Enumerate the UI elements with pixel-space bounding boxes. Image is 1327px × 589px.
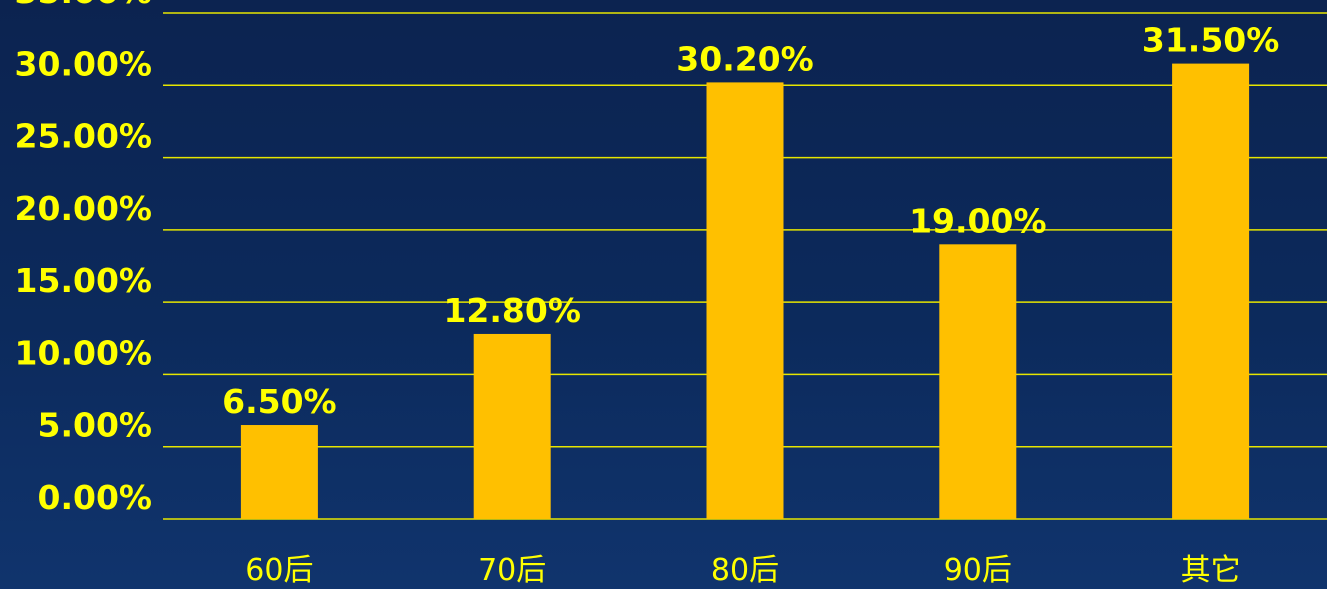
bar xyxy=(706,82,784,519)
x-axis-category-labels: 60后 70后 80后 90后 其它 xyxy=(245,553,1240,588)
bar xyxy=(1172,63,1250,519)
y-tick-label: 15.00% xyxy=(15,261,152,300)
value-label: 19.00% xyxy=(909,201,1046,240)
y-axis-tick-labels: 0.00% 5.00% 10.00% 15.00% 20.00% 25.00% 30.00%… xyxy=(15,0,152,517)
value-label: 31.50% xyxy=(1142,21,1279,60)
y-tick-label: 0.00% xyxy=(38,478,153,517)
bars xyxy=(240,63,1250,520)
value-labels: 6.50% 12.80% 30.20% 19.00% 31.50% xyxy=(222,21,1279,421)
y-tick-label: 10.00% xyxy=(15,333,152,372)
category-label: 80后 xyxy=(711,553,779,588)
category-label: 60后 xyxy=(245,553,313,588)
value-label: 6.50% xyxy=(222,382,337,421)
y-tick-label: 25.00% xyxy=(15,117,152,156)
value-label: 30.20% xyxy=(676,39,813,78)
category-label: 70后 xyxy=(478,553,546,588)
category-label: 其它 xyxy=(1181,553,1241,588)
value-label: 12.80% xyxy=(443,291,580,330)
y-tick-label: 30.00% xyxy=(15,44,152,83)
bar xyxy=(473,333,551,519)
y-tick-label: 5.00% xyxy=(38,406,153,445)
y-tick-label: 35.00% xyxy=(15,0,152,11)
bar xyxy=(939,244,1017,520)
y-tick-label: 20.00% xyxy=(15,189,152,228)
category-label: 90后 xyxy=(944,553,1012,588)
bar xyxy=(240,425,318,519)
